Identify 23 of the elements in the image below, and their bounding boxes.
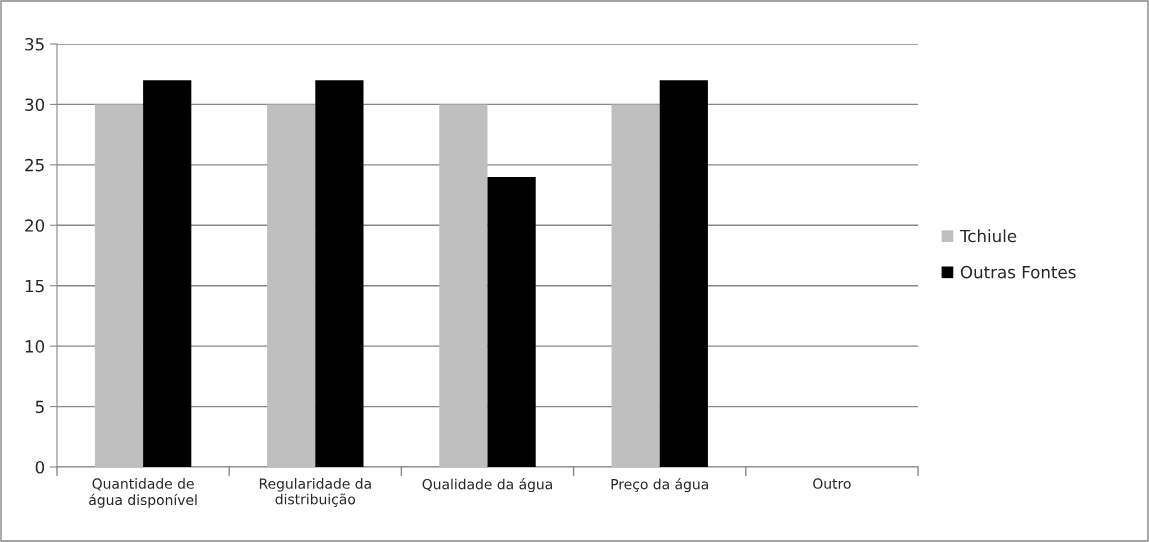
bar [94,104,144,467]
x-tick-label: Preço da água [611,478,708,493]
bar [487,176,536,467]
bar [439,104,488,467]
y-tick-label: 25 [25,158,44,172]
legend-label: Outras Fontes [960,265,1076,279]
legend-label: Tchiule [959,229,1017,243]
y-tick-label: 10 [25,340,45,353]
bar [611,104,660,467]
x-tick-label: Outro [813,478,851,489]
bar [315,80,364,467]
bar [143,80,192,467]
x-tick-label: Regularidade da distribuição [259,478,371,507]
x-tick-label: Quantidade de água disponível [89,478,197,508]
y-tick-label: 20 [25,219,45,232]
y-tick-label: 30 [25,98,45,111]
bar [267,104,316,467]
y-tick-label: 35 [25,37,44,51]
bar [659,80,708,467]
y-tick-label: 0 [35,460,45,474]
y-tick-label: 5 [35,400,44,414]
y-tick-label: 15 [25,279,44,293]
x-tick-label: Qualidade da água [422,478,552,493]
